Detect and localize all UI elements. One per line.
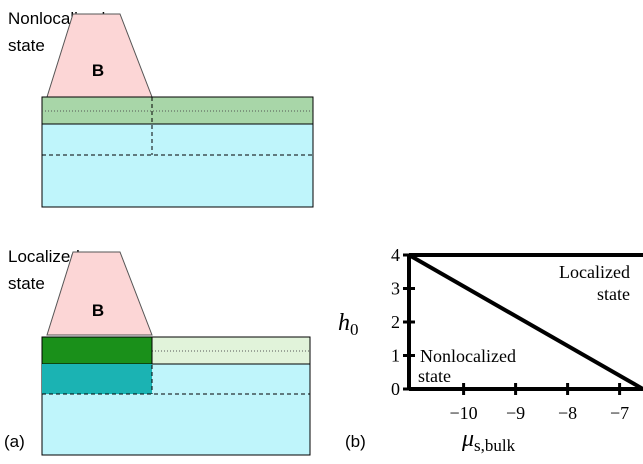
caption-line: state [8,274,45,293]
y-tick-label: 0 [391,379,400,399]
y-tick-label: 4 [391,245,400,265]
y-tick-label: 1 [391,346,400,366]
annotation: state [418,366,451,386]
beam-label: B [92,301,104,320]
x-tick-label: −8 [558,403,577,423]
panel-label: (a) [4,432,25,451]
y-tick-label: 2 [391,312,400,332]
beam-label: B [92,61,104,80]
panel-label: (b) [345,432,366,451]
y-tick-label: 3 [391,279,400,299]
annotation: state [597,284,630,304]
annotation: Localized [559,262,630,282]
caption-line: state [8,36,45,55]
x-tick-label: −7 [610,403,629,423]
page: Nonlocalized state B Localized state B (… [0,0,643,464]
substrate [42,124,313,207]
x-tick-label: −9 [506,403,525,423]
substrate-localized [42,364,152,394]
layer-localized [42,337,152,364]
x-tick-label: −10 [450,403,478,423]
y-axis-label: h0 [338,310,359,339]
x-axis-label: μs,bulk [461,426,516,455]
annotation: Nonlocalized [420,346,516,366]
figure: Nonlocalized state B Localized state B (… [0,0,643,464]
